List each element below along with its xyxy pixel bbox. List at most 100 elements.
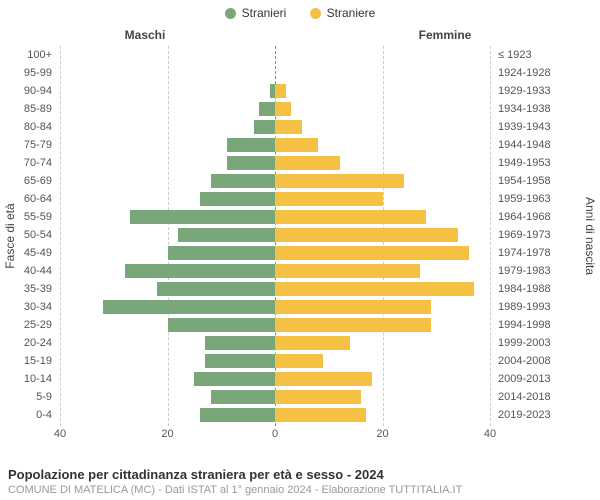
y-label-age: 60-64 (0, 192, 56, 206)
population-pyramid-chart: Stranieri Straniere Maschi Femmine Fasce… (0, 0, 600, 500)
y-label-age: 90-94 (0, 84, 56, 98)
y-label-age: 35-39 (0, 282, 56, 296)
y-label-age: 45-49 (0, 246, 56, 260)
chart-footer: Popolazione per cittadinanza straniera p… (8, 467, 592, 496)
y-label-birth: 1939-1943 (494, 120, 600, 134)
y-label-age: 10-14 (0, 372, 56, 386)
bar-female (275, 102, 291, 116)
gender-header-female: Femmine (300, 28, 590, 42)
legend-swatch-male (225, 8, 236, 19)
bar-male (157, 282, 275, 296)
x-tick-label: 20 (376, 428, 388, 440)
x-tick-label: 40 (54, 428, 66, 440)
y-label-age: 0-4 (0, 408, 56, 422)
legend-item-male: Stranieri (225, 6, 287, 20)
bar-male (211, 174, 276, 188)
y-label-age: 75-79 (0, 138, 56, 152)
x-tick-label: 20 (161, 428, 173, 440)
bar-male (130, 210, 275, 224)
x-axis-labels: 402002040 (60, 428, 490, 444)
bar-female (275, 210, 426, 224)
bar-male (227, 138, 275, 152)
bar-female (275, 120, 302, 134)
y-label-birth: 1959-1963 (494, 192, 600, 206)
bar-female (275, 354, 323, 368)
bar-male (103, 300, 275, 314)
bar-male (168, 246, 276, 260)
y-label-age: 50-54 (0, 228, 56, 242)
legend-item-female: Straniere (310, 6, 376, 20)
y-label-birth: 1924-1928 (494, 66, 600, 80)
y-label-birth: 1949-1953 (494, 156, 600, 170)
bar-male (200, 192, 275, 206)
chart-subtitle: COMUNE DI MATELICA (MC) - Dati ISTAT al … (8, 484, 592, 496)
y-label-age: 30-34 (0, 300, 56, 314)
bar-male (125, 264, 276, 278)
y-label-birth: 1929-1933 (494, 84, 600, 98)
bar-female (275, 138, 318, 152)
bar-female (275, 246, 469, 260)
x-tick-label: 40 (484, 428, 496, 440)
y-label-birth: 1934-1938 (494, 102, 600, 116)
y-label-age: 20-24 (0, 336, 56, 350)
legend: Stranieri Straniere (0, 6, 600, 22)
bar-female (275, 390, 361, 404)
chart-title: Popolazione per cittadinanza straniera p… (8, 467, 592, 482)
bar-male (168, 318, 276, 332)
bar-male (200, 408, 275, 422)
y-label-birth: 1989-1993 (494, 300, 600, 314)
y-label-age: 40-44 (0, 264, 56, 278)
y-label-age: 80-84 (0, 120, 56, 134)
bar-male (178, 228, 275, 242)
y-label-birth: 1964-1968 (494, 210, 600, 224)
y-label-birth: 1954-1958 (494, 174, 600, 188)
y-label-birth: 1999-2003 (494, 336, 600, 350)
y-label-birth: 1974-1978 (494, 246, 600, 260)
bar-female (275, 156, 340, 170)
bar-female (275, 84, 286, 98)
y-label-age: 65-69 (0, 174, 56, 188)
legend-label-female: Straniere (327, 6, 376, 20)
bar-male (211, 390, 276, 404)
bar-female (275, 264, 420, 278)
legend-swatch-female (310, 8, 321, 19)
bar-female (275, 174, 404, 188)
plot-area (60, 46, 490, 426)
y-labels-age: 100+ 95-99 90-94 85-89 80-84 75-79 70-74 65-69 6… (0, 46, 56, 426)
grid-line (490, 46, 491, 426)
y-label-birth: 1944-1948 (494, 138, 600, 152)
x-tick-label: 0 (272, 428, 278, 440)
y-label-age: 95-99 (0, 66, 56, 80)
y-label-age: 15-19 (0, 354, 56, 368)
grid-line (168, 46, 169, 426)
y-label-birth: ≤ 1923 (494, 48, 600, 62)
bar-female (275, 336, 350, 350)
y-label-age: 85-89 (0, 102, 56, 116)
y-label-birth: 1969-1973 (494, 228, 600, 242)
y-label-age: 5-9 (0, 390, 56, 404)
y-labels-birth: ≤ 1923 1924-1928 1929-1933 1934-1938 1939-19… (494, 46, 600, 426)
y-label-birth: 2009-2013 (494, 372, 600, 386)
legend-label-male: Stranieri (242, 6, 287, 20)
bar-female (275, 408, 366, 422)
bar-male (259, 102, 275, 116)
y-label-age: 55-59 (0, 210, 56, 224)
bar-male (205, 336, 275, 350)
y-label-birth: 1994-1998 (494, 318, 600, 332)
bar-female (275, 300, 431, 314)
y-label-birth: 2014-2018 (494, 390, 600, 404)
grid-line (60, 46, 61, 426)
bar-male (205, 354, 275, 368)
y-label-age: 70-74 (0, 156, 56, 170)
bar-female (275, 228, 458, 242)
gender-header-male: Maschi (0, 28, 290, 42)
bar-male (194, 372, 275, 386)
y-label-birth: 1984-1988 (494, 282, 600, 296)
bar-female (275, 372, 372, 386)
y-label-age: 25-29 (0, 318, 56, 332)
bar-female (275, 282, 474, 296)
bar-female (275, 318, 431, 332)
bar-female (275, 192, 383, 206)
y-label-age: 100+ (0, 48, 56, 62)
y-label-birth: 2019-2023 (494, 408, 600, 422)
